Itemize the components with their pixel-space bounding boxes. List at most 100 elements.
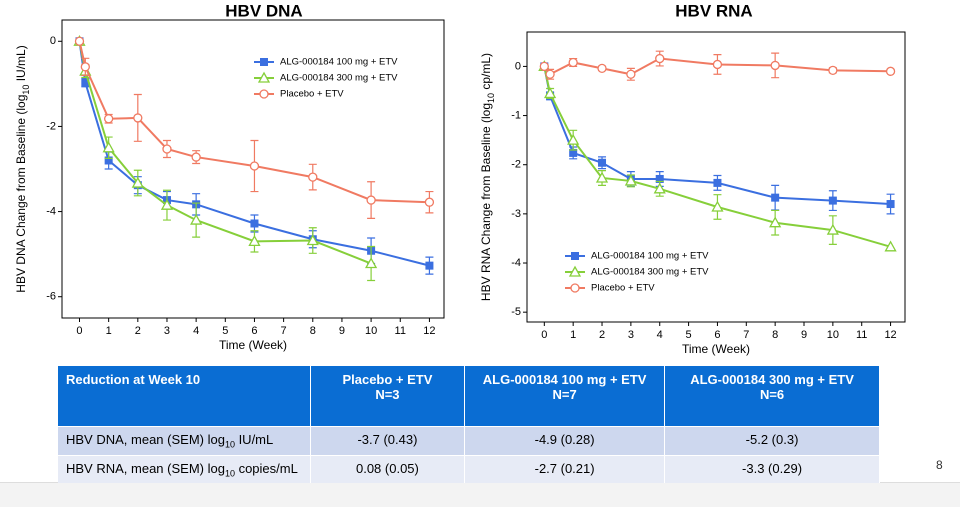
marker [770,60,780,71]
x-tick-label: 2 [135,325,141,337]
header-row: Reduction at Week 10 Placebo + ETV N=3 ALG-… [58,366,880,427]
x-tick-label: 7 [281,325,287,337]
marker [626,69,636,79]
header-cell: ALG-000184 300 mg + ETV N=6 [664,366,880,427]
cell-text: Reduction at Week 10 [66,372,201,387]
series-line [78,41,430,267]
y-tick-label: -4 [511,257,521,269]
marker [131,176,144,188]
y-tick-label: 0 [515,60,521,72]
marker [104,156,113,165]
y-tick-label: -3 [511,208,521,220]
marker [711,200,724,212]
x-tick-label: 7 [743,329,749,341]
marker [80,62,90,72]
legend-marker [568,265,582,277]
marker [160,198,174,210]
cell-text-part: copies/mL [234,460,298,476]
series-line [543,66,891,206]
legend-marker [571,252,579,260]
table-cell: -3.7 (0.43) [310,426,466,456]
marker [828,196,837,205]
x-tick-label: 11 [395,325,406,337]
x-tick-label: 3 [164,325,170,337]
marker [162,144,172,154]
legend-marker [570,283,580,293]
marker [567,133,580,145]
cell-line: ALG-000184 300 mg + ETV [690,372,854,387]
plot-frame [526,31,906,323]
y-axis-label-part: 10 [486,93,496,103]
x-tick-label: 6 [714,329,720,341]
marker [102,141,115,153]
table-cell: -3.3 (0.29) [664,454,880,484]
chart-title: HBV RNA [675,1,752,20]
page-number: 8 [936,458,943,472]
marker [886,200,895,209]
marker [885,66,896,76]
header-cell: Reduction at Week 10 [58,366,311,427]
marker [655,174,664,183]
marker [306,234,319,246]
cell-text: -3.7 (0.43) [357,432,418,447]
y-axis-label-part: cp/mL) [479,53,493,93]
marker [595,171,609,183]
table-cell: 0.08 (0.05) [310,454,466,484]
y-tick-label: -6 [46,291,56,303]
marker [366,195,376,205]
x-axis-label: Time (Week) [219,338,287,352]
y-axis-label-part: 10 [21,85,31,95]
marker [569,148,578,157]
legend-marker [260,58,268,66]
x-tick-label: 0 [76,325,82,337]
x-tick-label: 1 [570,329,576,341]
x-tick-label: 10 [827,329,839,341]
legend-label: ALG-000184 300 mg + ETV [280,73,398,84]
y-axis-label: HBV RNA Change from Baseline (log10 cp/m… [479,53,496,301]
y-axis-label-part: IU/mL) [14,45,28,84]
x-tick-label: 9 [339,325,345,337]
table-cell: HBV RNA, mean (SEM) log10 copies/mL [58,454,311,484]
marker [250,219,259,228]
marker [545,69,555,79]
x-tick-label: 11 [856,329,867,341]
series-line [78,41,430,204]
marker [655,53,665,64]
header-cell: Placebo + ETV N=3 [310,366,466,427]
plot-frame [61,19,445,319]
marker [568,57,578,68]
x-tick-label: 2 [599,329,605,341]
x-tick-label: 8 [772,329,778,341]
cell-text-part: 10 [224,439,235,450]
series-line [543,66,891,248]
marker [81,78,90,87]
header-cell: ALG-000184 100 mg + ETV N=7 [464,366,666,427]
x-tick-label: 3 [628,329,634,341]
table-cell: -2.7 (0.21) [464,454,666,484]
marker [425,261,434,270]
x-tick-label: 8 [310,325,316,337]
marker [74,36,85,46]
cell-text-part: 10 [224,468,235,479]
marker [248,235,261,247]
cell-line: N=7 [552,387,577,402]
x-tick-label: 12 [423,325,435,337]
x-tick-label: 4 [193,325,199,337]
cell-line: N=6 [759,387,785,402]
cell-text-part: HBV DNA, mean (SEM) log [66,432,225,447]
y-tick-label: -2 [46,120,56,132]
x-tick-label: 0 [541,329,547,341]
x-axis-label: Time (Week) [682,342,750,356]
marker [712,59,723,70]
footer-strip [0,482,960,507]
x-tick-label: 4 [657,329,663,341]
table-cell: -5.2 (0.3) [664,426,880,456]
legend-label: Placebo + ETV [280,89,344,100]
y-axis-label-part: HBV RNA Change from Baseline (log [479,103,493,301]
legend-label: ALG-000184 100 mg + ETV [280,57,398,68]
marker [713,178,722,187]
y-tick-label: -2 [511,159,521,171]
